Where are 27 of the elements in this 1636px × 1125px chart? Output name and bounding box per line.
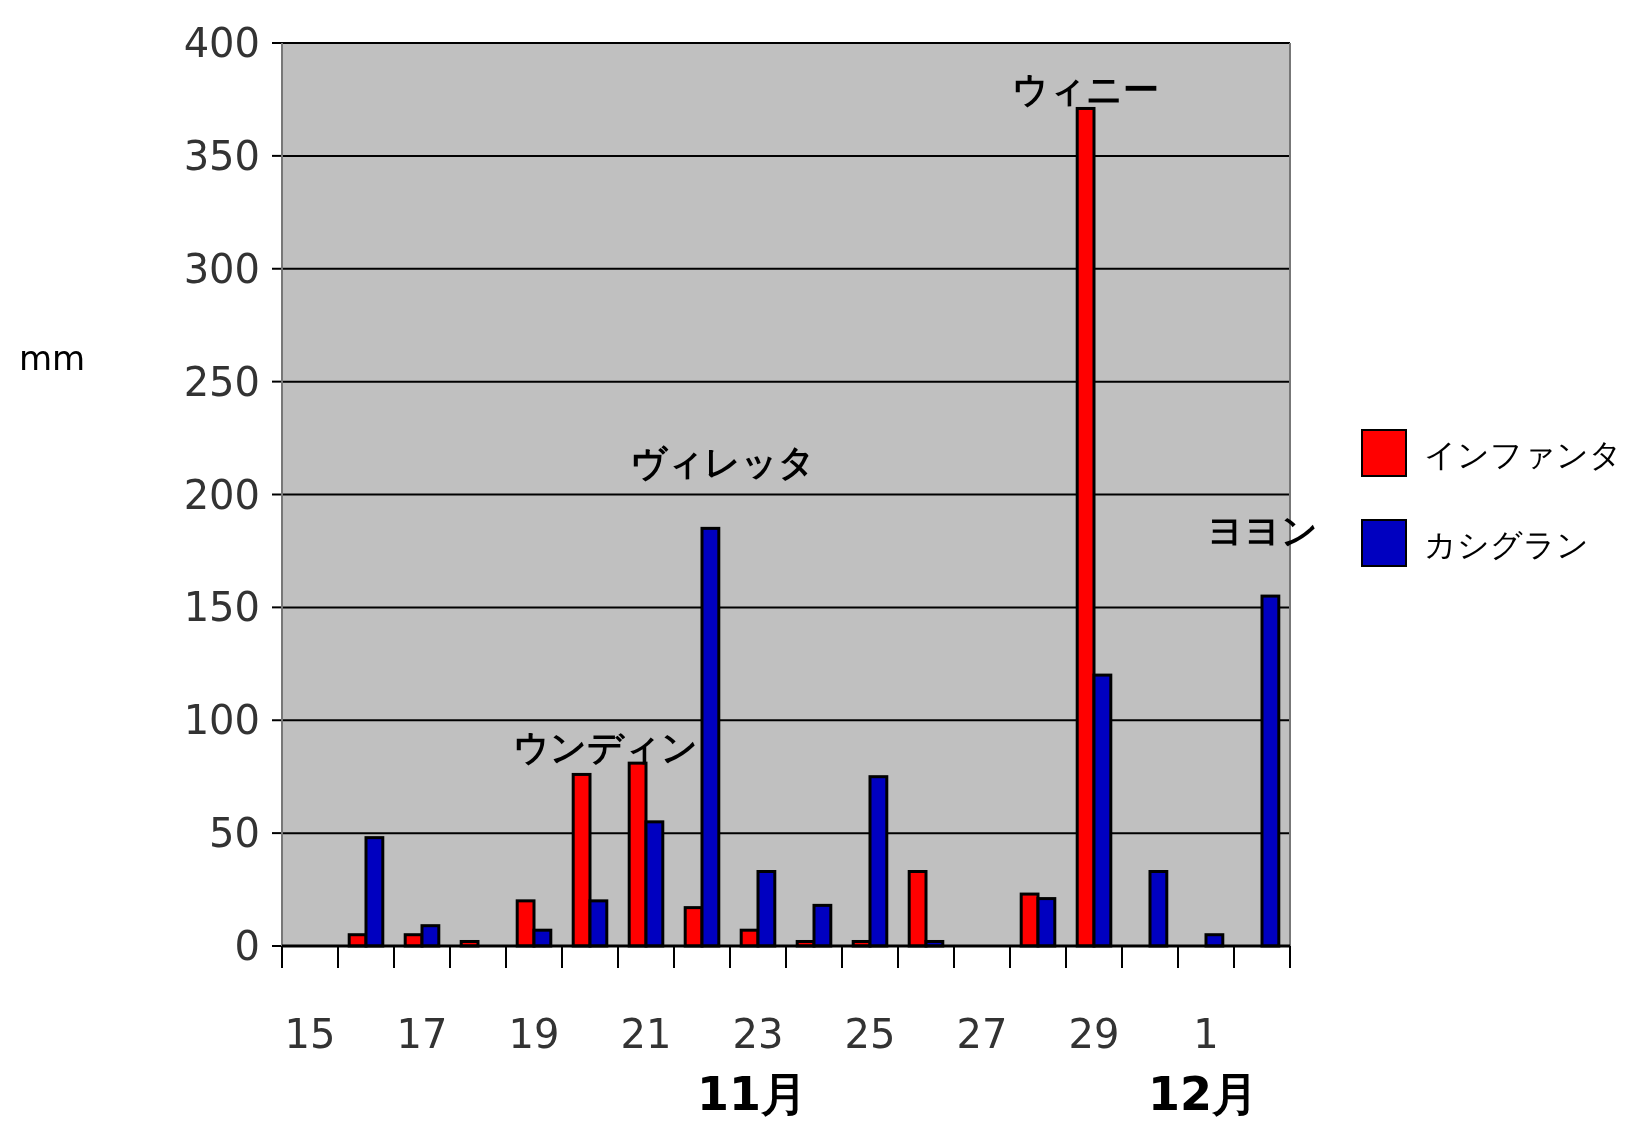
x-tick-label: 17 xyxy=(396,1011,448,1057)
y-tick-label: 250 xyxy=(183,358,260,405)
x-tick-label: 19 xyxy=(508,1011,560,1057)
y-tick-label: 200 xyxy=(183,471,260,518)
x-tick-label: 29 xyxy=(1068,1011,1120,1057)
y-tick-label: 100 xyxy=(183,697,260,744)
y-axis-title: mm xyxy=(18,338,86,378)
x-tick-label: 27 xyxy=(956,1011,1008,1057)
x-tick-label: 1 xyxy=(1193,1011,1219,1057)
text: 11月 xyxy=(696,1067,808,1121)
annotation: ヴィレッタ xyxy=(629,442,815,483)
y-tick-label: 150 xyxy=(183,584,260,631)
x-tick-label: 25 xyxy=(844,1011,896,1057)
x-tick-label: 23 xyxy=(732,1011,784,1057)
y-tick-label: 350 xyxy=(183,132,260,179)
text: 12月 xyxy=(1147,1067,1259,1121)
legend-label: カシグラン xyxy=(1424,526,1589,564)
y-tick-label: 300 xyxy=(183,245,260,292)
x-tick-label: 15 xyxy=(284,1011,336,1057)
annotation: ヨヨン xyxy=(1206,510,1318,551)
annotation: ウィニー xyxy=(1011,69,1159,110)
annotation: ウンディン xyxy=(512,727,698,768)
y-tick-label: 50 xyxy=(209,810,260,857)
legend-label: インファンタ xyxy=(1424,436,1622,474)
y-tick-label: 0 xyxy=(234,923,260,969)
x-tick-label: 21 xyxy=(620,1011,672,1057)
y-tick-label: 400 xyxy=(183,20,260,66)
